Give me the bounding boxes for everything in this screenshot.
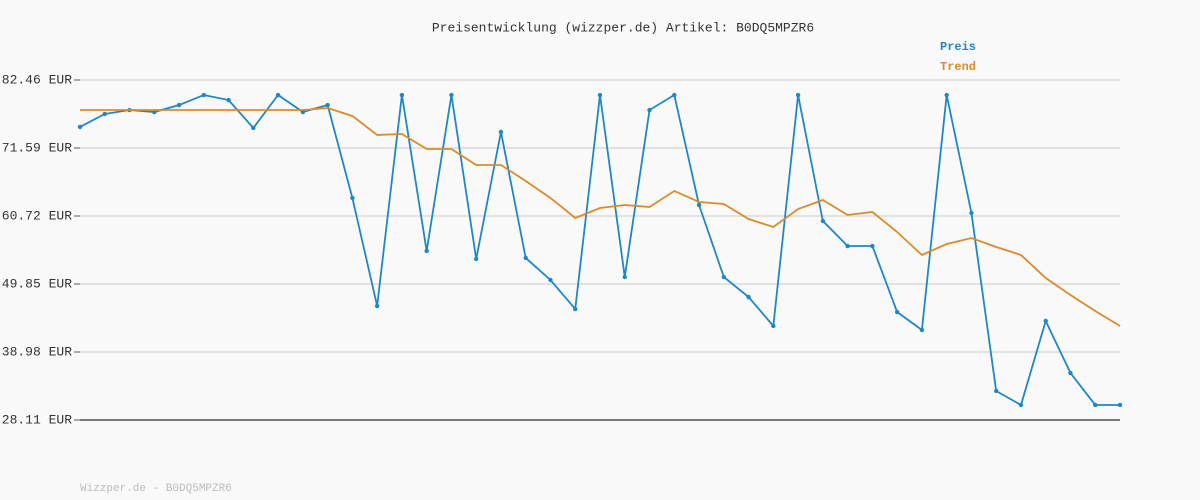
- data-point: [993, 388, 999, 394]
- legend-entry: Trend: [940, 60, 976, 74]
- data-point: [1093, 402, 1098, 408]
- data-point: [944, 92, 949, 98]
- data-point: [622, 274, 627, 280]
- y-tick-label: 38.98 EUR: [2, 344, 72, 359]
- y-tick-label: 60.72 EUR: [2, 208, 72, 223]
- data-point: [919, 327, 925, 333]
- data-point: [795, 92, 801, 98]
- data-point: [226, 97, 231, 103]
- data-point: [176, 102, 182, 108]
- series-line: [80, 107, 1121, 327]
- data-point: [523, 255, 528, 261]
- data-point: [1018, 402, 1024, 408]
- data-point: [548, 277, 553, 283]
- data-point: [969, 210, 974, 216]
- data-point: [696, 202, 702, 208]
- data-point: [647, 107, 652, 113]
- data-point: [399, 92, 405, 98]
- data-point: [845, 243, 850, 249]
- footer: Wizzper.de - B0DQ5MPZR6: [80, 483, 232, 495]
- data-point: [771, 323, 776, 329]
- data-point: [820, 218, 826, 224]
- data-point: [473, 256, 479, 262]
- chart-title: Preisentwicklung (wizzper.de) Artikel: B…: [432, 20, 814, 35]
- legend-entry: Preis: [940, 40, 976, 54]
- data-point: [201, 92, 207, 98]
- y-tick-label: 82.46 EUR: [2, 72, 72, 87]
- data-point: [573, 306, 578, 312]
- y-tick-label: 49.85 EUR: [2, 276, 72, 291]
- data-point: [672, 92, 677, 98]
- data-point: [894, 309, 900, 315]
- data-point: [1068, 370, 1073, 376]
- data-point: [449, 92, 454, 98]
- data-point: [275, 92, 281, 98]
- data-point: [350, 195, 355, 201]
- data-point: [102, 111, 107, 117]
- data-point: [77, 124, 83, 130]
- data-point: [498, 129, 504, 135]
- data-point: [870, 243, 875, 249]
- data-point: [746, 294, 751, 300]
- data-point: [1117, 402, 1123, 408]
- y-tick-label: 71.59 EUR: [2, 140, 72, 155]
- data-point: [424, 248, 429, 254]
- data-point: [300, 109, 306, 115]
- data-point: [251, 125, 256, 131]
- data-point: [325, 102, 330, 108]
- data-point: [597, 92, 603, 98]
- data-point: [152, 109, 157, 115]
- data-point: [721, 274, 727, 280]
- data-point: [374, 303, 380, 309]
- data-point: [1043, 318, 1048, 324]
- y-tick-label: 28.11 EUR: [2, 412, 72, 427]
